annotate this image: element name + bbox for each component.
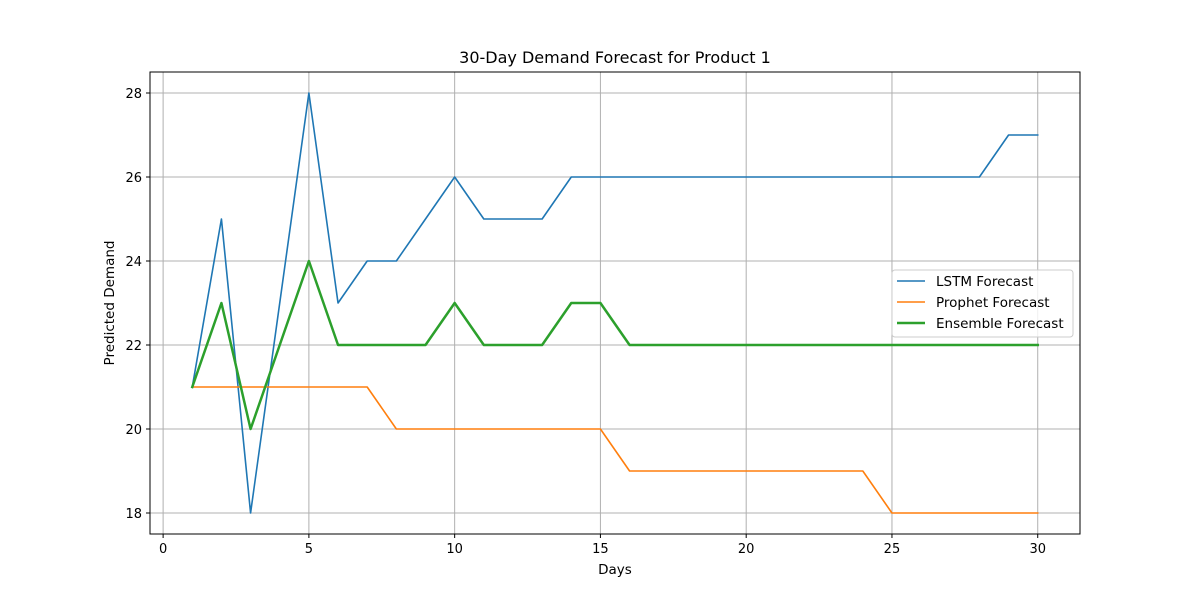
legend-label-ensemble-forecast: Ensemble Forecast bbox=[936, 316, 1064, 332]
x-axis-label: Days bbox=[598, 562, 632, 578]
y-tick-label: 24 bbox=[125, 255, 142, 270]
x-tick-label: 30 bbox=[1029, 542, 1046, 557]
prophet-forecast-line bbox=[191, 386, 1039, 514]
legend-label-prophet-forecast: Prophet Forecast bbox=[936, 295, 1050, 311]
x-tick-label: 15 bbox=[592, 542, 609, 557]
legend-label-lstm-forecast: LSTM Forecast bbox=[936, 274, 1033, 290]
series-lines bbox=[190, 92, 1039, 514]
chart-title: 30-Day Demand Forecast for Product 1 bbox=[459, 48, 771, 67]
legend: LSTM Forecast Prophet Forecast Ensemble Fo… bbox=[891, 269, 1074, 338]
lstm-forecast-line bbox=[191, 92, 1039, 514]
x-tick-label: 5 bbox=[305, 542, 313, 557]
y-tick-label: 26 bbox=[125, 171, 142, 186]
plot-area-frame bbox=[149, 71, 1081, 535]
x-tick-label: 0 bbox=[159, 542, 167, 557]
y-tick-label: 20 bbox=[125, 423, 142, 438]
x-tick-label: 20 bbox=[738, 542, 755, 557]
y-tick-label: 22 bbox=[125, 339, 142, 354]
axis-ticks: 0 5 10 15 20 25 30 18 20 22 24 26 28 bbox=[125, 87, 1046, 557]
x-tick-label: 25 bbox=[884, 542, 901, 557]
x-tick-label: 10 bbox=[446, 542, 463, 557]
y-tick-label: 18 bbox=[125, 507, 142, 522]
legend-box bbox=[891, 269, 1074, 338]
y-tick-label: 28 bbox=[125, 87, 142, 102]
ensemble-forecast-line bbox=[190, 259, 1039, 431]
y-axis-label: Predicted Demand bbox=[102, 241, 118, 366]
